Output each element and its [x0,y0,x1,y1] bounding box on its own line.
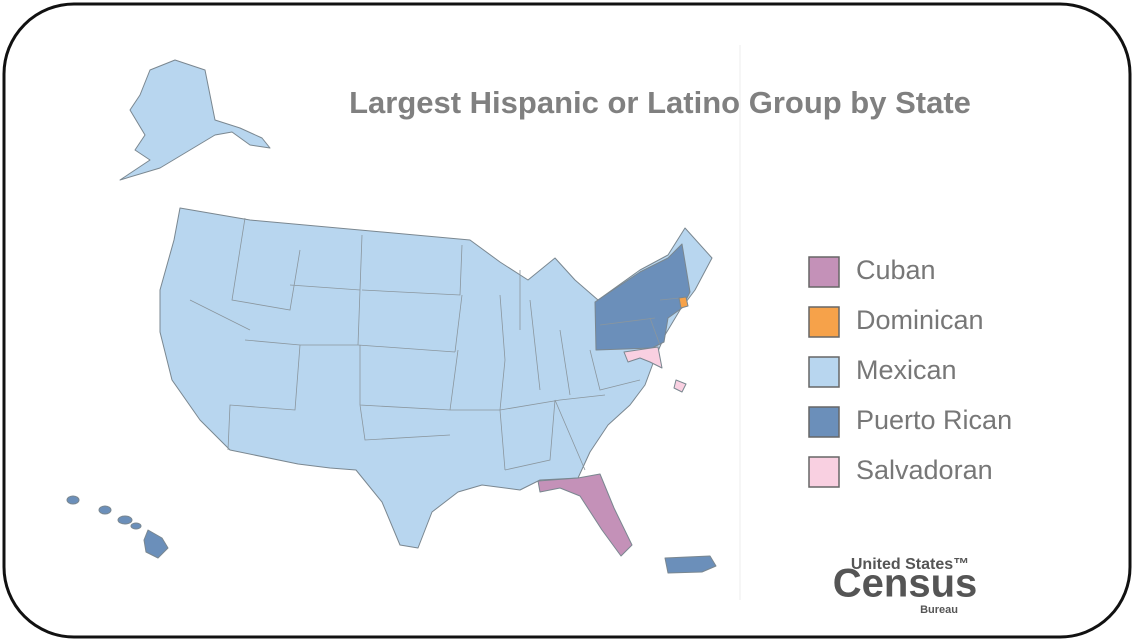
hawaii [66,495,169,559]
legend-swatch [808,406,840,438]
legend-swatch [808,306,840,338]
hawaii-island [130,522,142,530]
hawaii-island [66,495,80,505]
logo-main: Census [833,562,978,606]
legend-label: Puerto Rican [856,405,1012,435]
florida [537,473,633,557]
legend-swatch [808,356,840,388]
legend-label: Cuban [856,255,936,285]
hawaii-island [98,505,112,515]
delaware [673,379,687,393]
northeast-borders [599,297,681,346]
legend-label: Mexican [856,355,957,385]
hawaii-island [143,529,169,559]
alaska [119,59,271,181]
title: Largest Hispanic or Latino Group by Stat… [349,85,971,120]
maryland [623,346,663,369]
mainland [159,207,713,549]
legend-label: Salvadoran [856,455,993,485]
legend: Cuban Dominican Mexican Puerto Rican Salvado… [808,255,1012,488]
puerto-rico [664,555,717,574]
logo: United States™ Census Bureau [833,556,978,616]
legend-swatch [808,256,840,288]
hawaii-island [117,515,133,525]
map [66,59,717,574]
state-borders [189,217,641,471]
logo-bottom: Bureau [920,604,958,616]
legend-swatch [808,456,840,488]
rhode-island [678,296,689,309]
logo-top: United States™ [851,556,969,573]
legend-label: Dominican [856,305,984,335]
